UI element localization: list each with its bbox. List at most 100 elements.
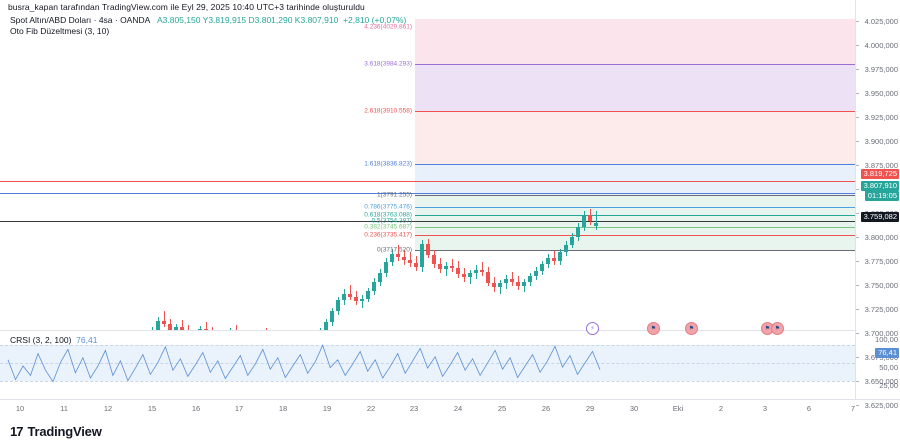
fib-level-line	[415, 227, 855, 228]
candle	[120, 8, 124, 330]
time-axis-label: 6	[806, 404, 812, 413]
candle	[306, 8, 310, 330]
candle	[198, 8, 202, 330]
price-axis-label: 3.975,000	[864, 65, 898, 74]
rsi-current-value: 76,41	[76, 335, 98, 345]
candle	[444, 8, 448, 330]
close-price-badge: 3.807,910	[860, 181, 899, 191]
candle	[450, 8, 454, 330]
last-price-badge: 3.819,725	[860, 169, 899, 179]
tradingview-mark-icon: 17	[10, 424, 24, 439]
candle-body	[198, 328, 202, 330]
candle	[342, 8, 346, 330]
price-pane[interactable]: 4.236(4029.861) 3.618(3984.293) 2.618(3910…	[0, 8, 855, 330]
candle	[534, 8, 538, 330]
symbol-legend: Spot Altın/ABD Doları · 4sa · OANDA A3.8…	[10, 15, 406, 26]
candle	[594, 8, 598, 330]
rsi-pane[interactable]	[0, 331, 855, 399]
candle-body	[498, 282, 502, 287]
price-axis-label: 4.025,000	[864, 17, 898, 26]
candle	[372, 8, 376, 330]
candle	[288, 8, 292, 330]
time-axis-label: 2	[718, 404, 724, 413]
fib-level-label: 3.618(3984.293)	[364, 60, 412, 68]
fib-zone	[415, 164, 855, 195]
time-axis-label: 30	[629, 404, 639, 413]
candle-body	[486, 272, 490, 283]
candle	[420, 8, 424, 330]
candle	[294, 8, 298, 330]
time-axis-label: 17	[234, 404, 244, 413]
price-axis-tick	[856, 309, 859, 310]
price-axis-tick	[856, 405, 859, 406]
us-flag-event-icon[interactable]: ⚑	[647, 322, 660, 335]
rsi-gridline	[0, 381, 855, 383]
candle-body	[516, 281, 520, 286]
fib-zone	[415, 19, 855, 64]
candle	[528, 8, 532, 330]
fib-zone	[415, 111, 855, 164]
candle-wick	[319, 327, 321, 330]
candle-body	[582, 215, 586, 227]
candle-body	[366, 290, 370, 299]
time-axis-label: 15	[147, 404, 157, 413]
candle	[336, 8, 340, 330]
candle-wick	[451, 259, 453, 273]
price-axis-label: 4.000,000	[864, 41, 898, 50]
candle	[60, 8, 64, 330]
candle	[180, 8, 184, 330]
candle	[300, 8, 304, 330]
rsi-gridline	[0, 345, 855, 347]
candle	[132, 8, 136, 330]
tradingview-wordmark: TradingView	[27, 424, 102, 439]
economic-event-icon[interactable]: ⚡	[586, 322, 599, 335]
candle-wick	[499, 279, 501, 294]
candle	[168, 8, 172, 330]
candle-wick	[511, 272, 513, 286]
candle	[216, 8, 220, 330]
candle	[246, 8, 250, 330]
time-axis-label: 11	[60, 404, 68, 413]
price-axis-label: 3.650,000	[864, 377, 898, 386]
us-flag-event-icon[interactable]: ⚑	[771, 322, 784, 335]
candle-wick	[205, 322, 207, 330]
tradingview-logo: 17 TradingView	[10, 424, 102, 439]
candle	[162, 8, 166, 330]
price-level-line	[0, 181, 855, 182]
candle-wick	[151, 327, 153, 330]
candle-body	[474, 270, 478, 273]
candle	[258, 8, 262, 330]
candle	[30, 8, 34, 330]
time-axis-label: 19	[322, 404, 332, 413]
candle	[228, 8, 232, 330]
candle	[492, 8, 496, 330]
candle	[264, 8, 268, 330]
price-axis-label: 3.750,000	[864, 281, 898, 290]
candle-body	[426, 243, 430, 256]
time-axis-label: 10	[15, 404, 25, 413]
candle	[240, 8, 244, 330]
price-axis[interactable]: 4.025,000 4.000,000 3.975,000 3.950,000 3.92…	[856, 0, 900, 434]
candle	[552, 8, 556, 330]
rsi-name: CRSI (3, 2, 100)	[10, 335, 72, 345]
candle-wick	[229, 327, 231, 330]
us-flag-event-icon[interactable]: ⚑	[685, 322, 698, 335]
time-axis-label: 29	[585, 404, 595, 413]
candle-body	[558, 252, 562, 262]
symbol-title[interactable]: Spot Altın/ABD Doları · 4sa · OANDA	[10, 15, 150, 25]
price-axis-tick	[856, 213, 859, 214]
time-axis-label: 25	[497, 404, 507, 413]
indicator-legend-fib[interactable]: Oto Fib Düzeltmesi (3, 10)	[10, 26, 110, 36]
candle	[384, 8, 388, 330]
candle	[402, 8, 406, 330]
candle	[84, 8, 88, 330]
indicator-legend-rsi[interactable]: CRSI (3, 2, 100) 76,41	[10, 335, 97, 346]
axis-divider	[855, 0, 856, 400]
candle-body	[390, 254, 394, 263]
candle	[42, 8, 46, 330]
candle	[588, 8, 592, 330]
time-axis-label: 26	[541, 404, 551, 413]
ohlc-values: A3.805,150 Y3.819,915 D3.801,290 K3.807,…	[156, 15, 339, 25]
price-axis-label: 3.900,000	[864, 137, 898, 146]
